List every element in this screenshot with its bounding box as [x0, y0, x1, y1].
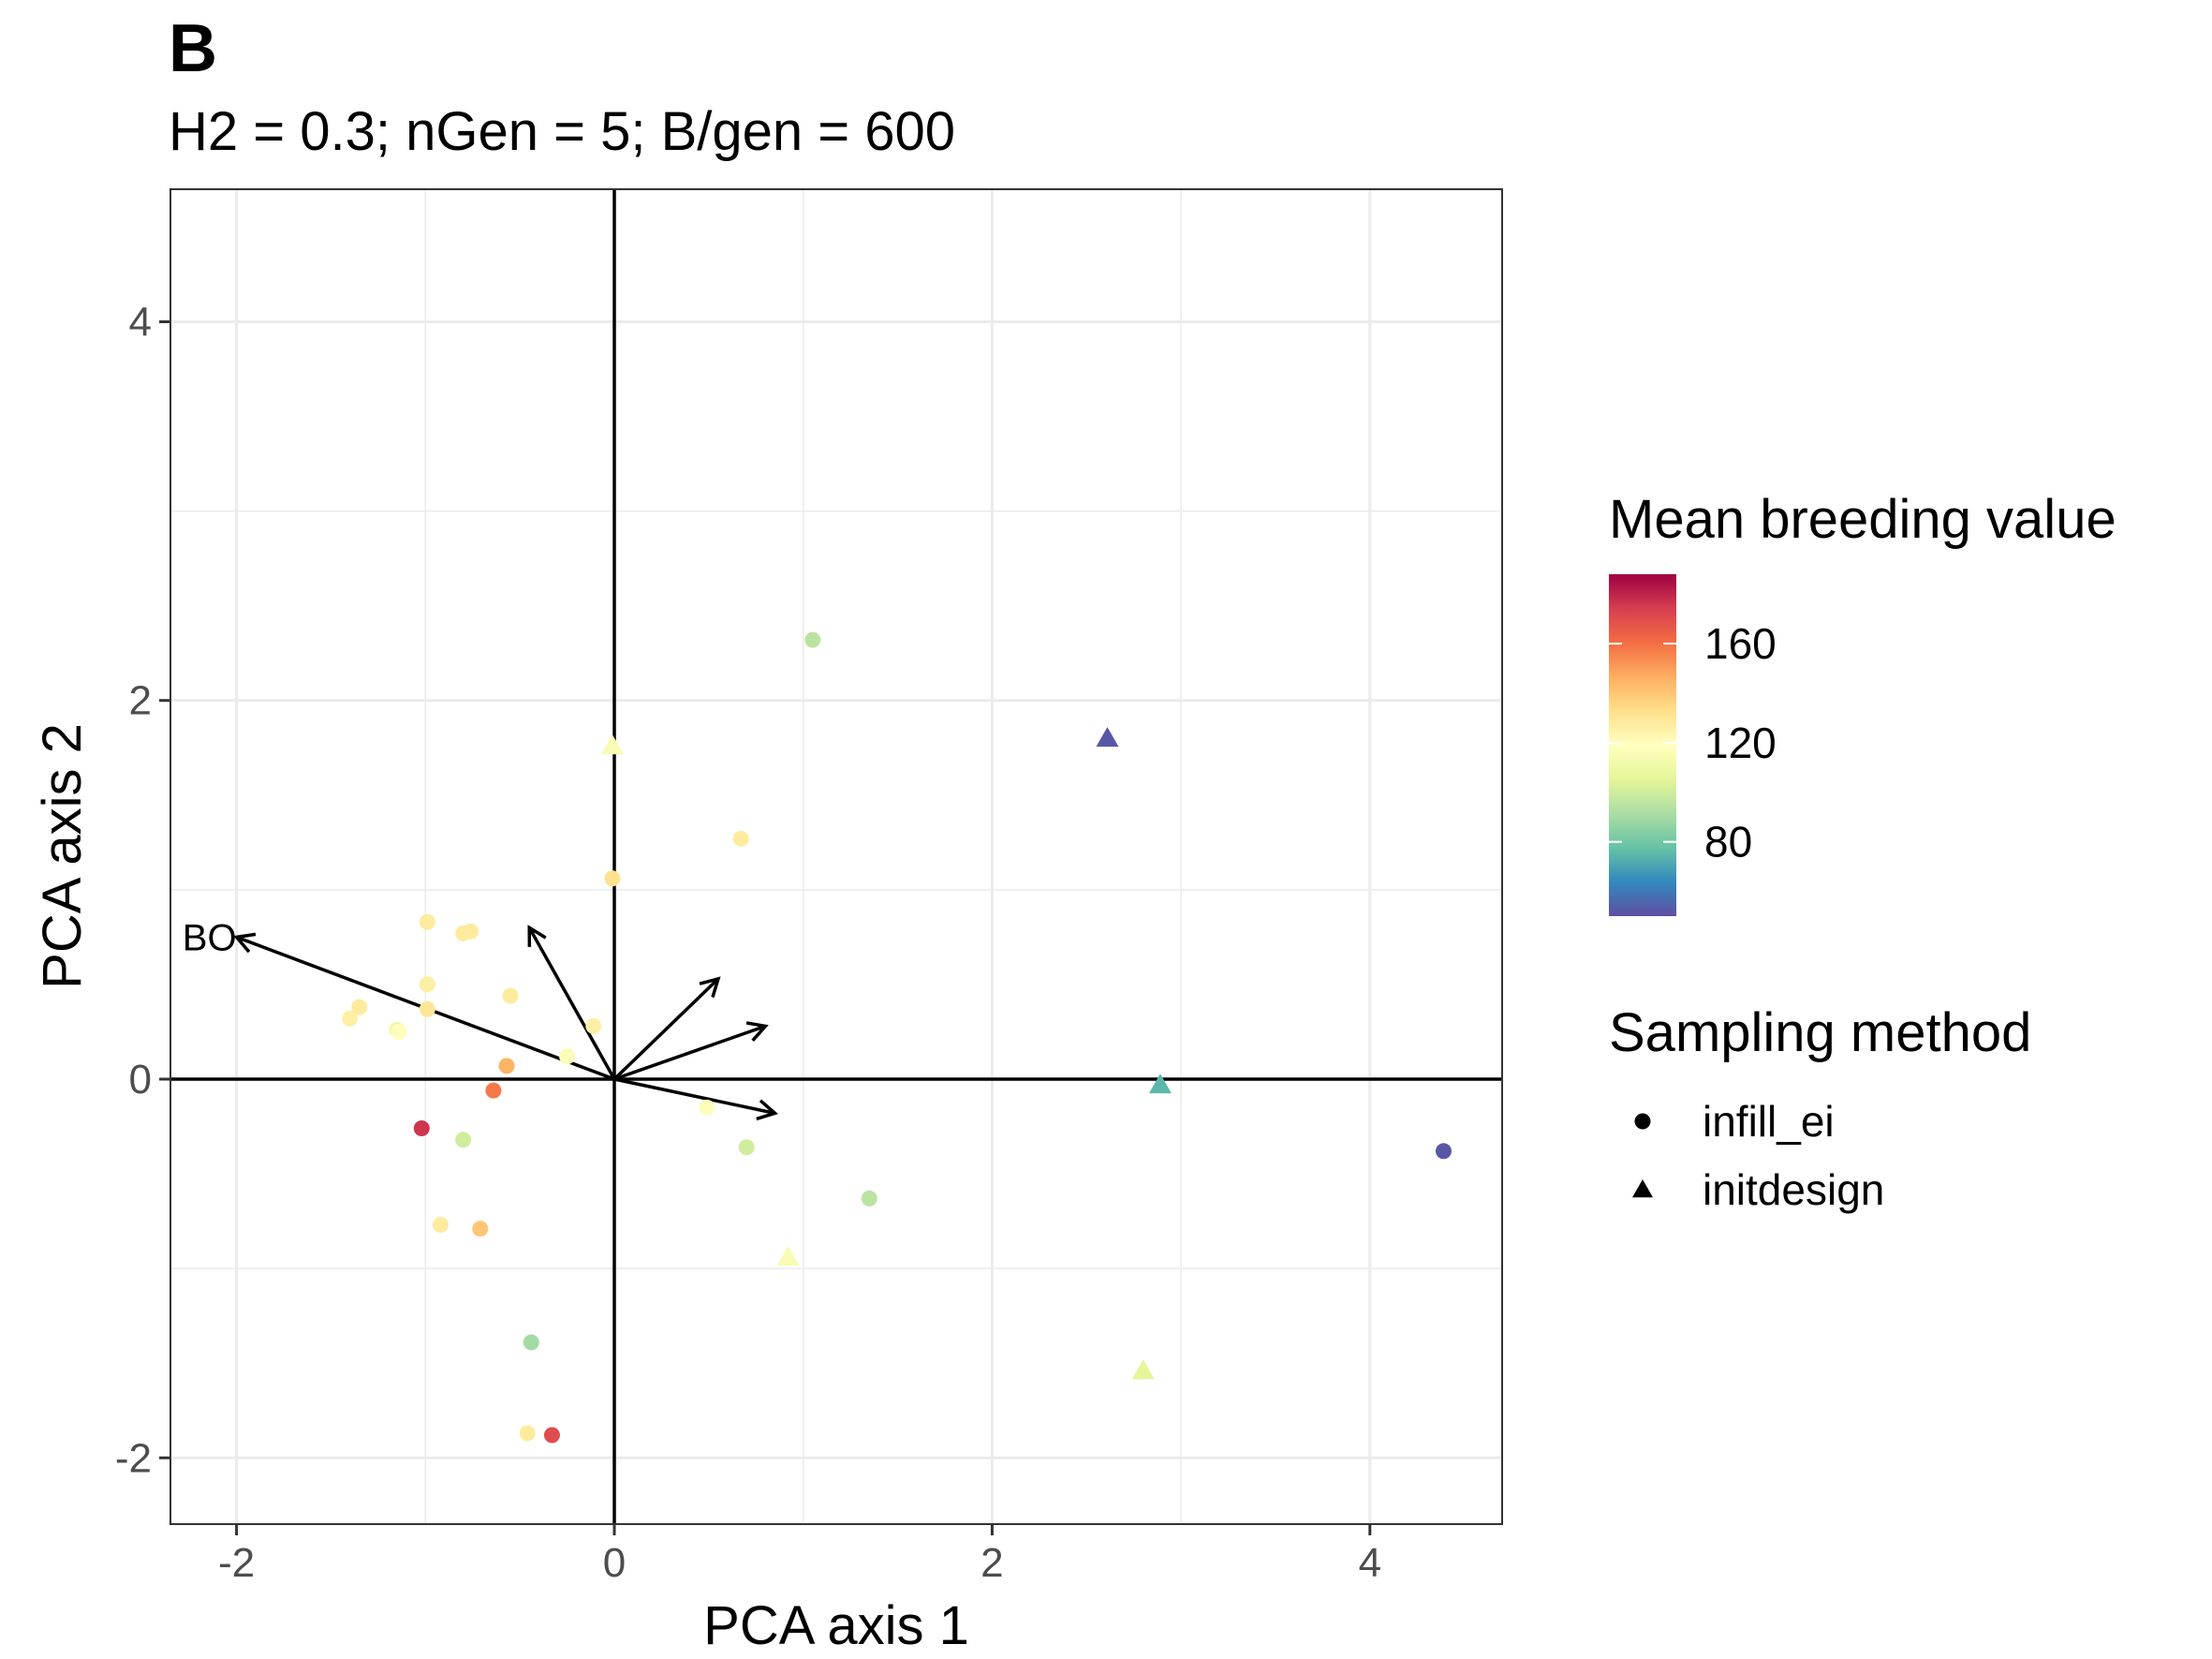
point-infill-ei: [419, 976, 435, 993]
y-tick-label: 2: [129, 678, 152, 724]
x-axis-ticks: -2 0 2 4: [218, 1524, 1381, 1586]
point-initdesign: [1131, 1359, 1155, 1380]
point-infill-ei: [604, 870, 621, 887]
legend-triangle-icon: [1632, 1179, 1653, 1198]
data-points: [342, 631, 1452, 1444]
plot-title: H2 = 0.3; nGen = 5; B/gen = 600: [169, 101, 955, 162]
loading-arrow: [613, 1077, 778, 1121]
point-infill-ei: [419, 913, 435, 930]
point-infill-ei: [559, 1048, 576, 1065]
point-infill-ei: [585, 1017, 602, 1034]
point-infill-ei: [804, 631, 821, 648]
point-infill-ei: [543, 1427, 560, 1444]
legend-circle-icon: [1634, 1113, 1651, 1130]
reference-lines: [170, 189, 1502, 1524]
point-infill-ei: [519, 1425, 536, 1442]
x-axis-title: PCA axis 1: [703, 1595, 969, 1656]
shape-legend-title: Sampling method: [1609, 1002, 2031, 1063]
plot-panel-border: [170, 188, 1503, 1525]
point-infill-ei: [523, 1334, 539, 1351]
point-infill-ei: [472, 1221, 489, 1237]
point-infill-ei: [1435, 1143, 1452, 1160]
shape-legend-label: initdesign: [1703, 1165, 1884, 1214]
y-axis-ticks: -2 0 2 4: [115, 299, 170, 1481]
loading-arrow: [613, 1021, 769, 1081]
y-tick-label: 0: [129, 1057, 152, 1103]
point-infill-ei: [351, 999, 368, 1015]
x-tick-label: 2: [981, 1540, 1003, 1586]
loading-arrow-line: [613, 1021, 769, 1081]
point-infill-ei: [485, 1082, 502, 1099]
plot-panel-background: [170, 189, 1502, 1524]
colorbar-tick-label: 80: [1704, 818, 1752, 867]
colorbar-tick-label: 120: [1704, 718, 1777, 767]
point-initdesign: [1096, 727, 1119, 748]
loading-arrow-label: BO: [183, 917, 237, 958]
x-tick-label: 0: [603, 1540, 626, 1586]
point-initdesign: [776, 1246, 800, 1266]
x-tick-label: 4: [1359, 1540, 1381, 1586]
point-initdesign: [600, 734, 624, 755]
y-tick-label: 4: [129, 299, 152, 345]
x-tick-label: -2: [218, 1540, 255, 1586]
point-infill-ei: [498, 1058, 515, 1074]
color-legend-title: Mean breeding value: [1609, 489, 2116, 550]
point-infill-ei: [391, 1023, 407, 1040]
loading-arrow-line: [613, 1077, 778, 1121]
colorbar-ticks: 80 120 160: [1609, 619, 1777, 867]
point-infill-ei: [699, 1099, 715, 1116]
panel-tag: B: [169, 11, 217, 86]
point-infill-ei: [342, 1010, 359, 1027]
colorbar: [1609, 574, 1676, 916]
shape-legend-items: infill_ei initdesign: [1632, 1097, 1884, 1214]
point-infill-ei: [463, 923, 479, 940]
shape-legend-item: initdesign: [1632, 1165, 1884, 1214]
point-infill-ei: [432, 1217, 449, 1234]
loading-arrow: [527, 925, 616, 1080]
point-infill-ei: [419, 1000, 435, 1017]
point-infill-ei: [502, 987, 519, 1004]
point-initdesign: [1148, 1074, 1172, 1094]
point-infill-ei: [861, 1190, 877, 1207]
y-axis-title: PCA axis 2: [32, 723, 93, 989]
y-tick-label: -2: [115, 1435, 152, 1481]
loading-arrow-line: [527, 925, 616, 1080]
shape-legend-label: infill_ei: [1703, 1097, 1835, 1146]
point-infill-ei: [732, 830, 749, 847]
colorbar-tick-label: 160: [1704, 619, 1777, 668]
loading-arrow-line: [612, 976, 721, 1081]
shape-legend-item: infill_ei: [1634, 1097, 1835, 1146]
point-infill-ei: [738, 1139, 755, 1156]
point-infill-ei: [413, 1120, 430, 1137]
loading-arrow: [612, 976, 721, 1081]
point-infill-ei: [455, 1132, 472, 1148]
